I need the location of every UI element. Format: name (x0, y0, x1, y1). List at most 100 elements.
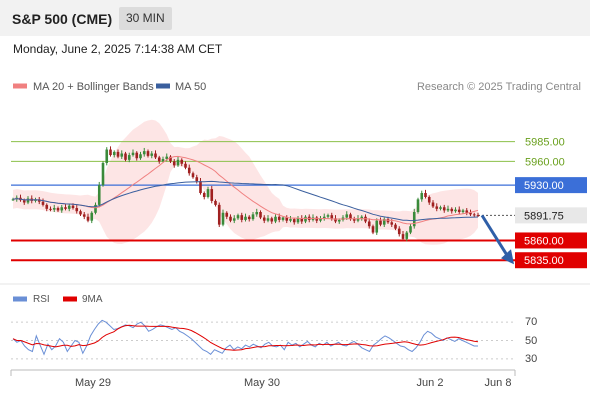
candle-body (427, 196, 431, 203)
candle-body (206, 189, 210, 197)
candle-body (461, 210, 465, 212)
candle-body (71, 205, 75, 209)
level-label: 5891.75 (524, 210, 564, 222)
candle-body (397, 228, 401, 235)
candle-body (255, 212, 259, 215)
candle-body (319, 218, 322, 221)
candle-body (176, 159, 180, 166)
candle-body (60, 207, 64, 211)
candle-body (326, 215, 330, 217)
level-label: 5835.00 (524, 255, 564, 267)
candle-body (120, 153, 124, 157)
candle-body (154, 153, 157, 158)
level-badge (515, 207, 587, 224)
x-tick-label: May 30 (244, 377, 280, 389)
price-plot: 5985.00 5960.00 5930.00 5891.75 5860.00 5835.… (11, 119, 587, 269)
candle-body (82, 214, 86, 217)
candle-body (420, 193, 424, 200)
candle-body (75, 208, 79, 212)
candle-body (435, 206, 439, 209)
chart-header: S&P 500 (CME) 30 MIN (0, 0, 590, 36)
candle-body (382, 219, 386, 225)
candle-body (112, 151, 116, 156)
candle-body (345, 214, 349, 218)
rsi-line (12, 319, 478, 356)
candle-body (469, 212, 472, 215)
candle-body (217, 204, 221, 225)
candle-body (52, 208, 56, 210)
candle-body (225, 212, 229, 217)
candle-body (105, 149, 109, 163)
candle-body (22, 200, 26, 203)
candle-body (90, 212, 94, 221)
rsi-tick-label: 50 (525, 335, 537, 347)
ma9-legend-label: 9MA (82, 294, 103, 305)
candle-body (409, 226, 412, 233)
level-label: 5860.00 (524, 235, 564, 247)
candle-body (79, 211, 82, 215)
rsi-tick-label: 30 (525, 353, 537, 365)
candle-body (150, 153, 154, 156)
candle-body (304, 216, 307, 222)
candle-body (412, 212, 416, 227)
instrument-title: S&P 500 (CME) (12, 11, 113, 27)
candle-body (356, 218, 360, 221)
candle-body (180, 159, 184, 164)
candle-body (37, 199, 41, 202)
candle-body (337, 219, 341, 222)
candle-body (169, 156, 172, 162)
candle-body (229, 216, 232, 221)
candle-body (127, 155, 131, 160)
candle-body (431, 202, 435, 207)
candle-body (270, 218, 274, 222)
candle-body (405, 232, 409, 239)
chart-datetime: Monday, June 2, 2025 7:14:38 AM CET (13, 42, 223, 56)
candle-body (161, 159, 165, 162)
candle-body (476, 215, 480, 217)
candle-body (352, 219, 356, 221)
candle-body (379, 220, 382, 225)
candle-body (292, 219, 296, 223)
candle-body (191, 173, 195, 178)
candle-body (26, 198, 30, 203)
rsi-ma-line (12, 324, 479, 351)
level-badge (515, 177, 587, 194)
candle-body (349, 214, 352, 220)
candle-body (390, 222, 394, 225)
candle-body (124, 153, 127, 160)
candle-body (472, 214, 476, 216)
candle-body (360, 216, 364, 219)
x-tick-label: May 29 (75, 377, 111, 389)
x-tick-label: Jun 2 (417, 377, 444, 389)
level-label: 5960.00 (525, 156, 565, 168)
rsi-tick-label: 70 (525, 316, 537, 328)
candle-body (330, 215, 334, 219)
candle-body (465, 210, 469, 213)
candle-body (135, 152, 139, 159)
candle-body (86, 216, 90, 221)
ma20-line (12, 155, 479, 225)
candle-body (157, 157, 161, 162)
candle-body (67, 205, 71, 209)
timeframe-button[interactable]: 30 MIN (119, 7, 172, 30)
candle-body (375, 220, 379, 233)
candle-body (210, 189, 214, 201)
rsi-plot (11, 319, 515, 360)
candle-body (187, 167, 191, 174)
candle-body (439, 207, 442, 209)
candle-body (94, 204, 97, 213)
candle-body (142, 151, 146, 155)
candle-body (199, 181, 202, 194)
candle-body (446, 208, 450, 211)
candle-body (394, 224, 397, 229)
candle-body (251, 214, 255, 220)
candle-body (367, 221, 371, 227)
candle-body (285, 217, 289, 221)
candle-body (45, 204, 49, 209)
rsi-legend-label: RSI (33, 294, 50, 305)
level-badge (515, 252, 587, 269)
candle-body (244, 216, 247, 220)
candle-body (131, 152, 135, 156)
candle-body (64, 207, 67, 209)
